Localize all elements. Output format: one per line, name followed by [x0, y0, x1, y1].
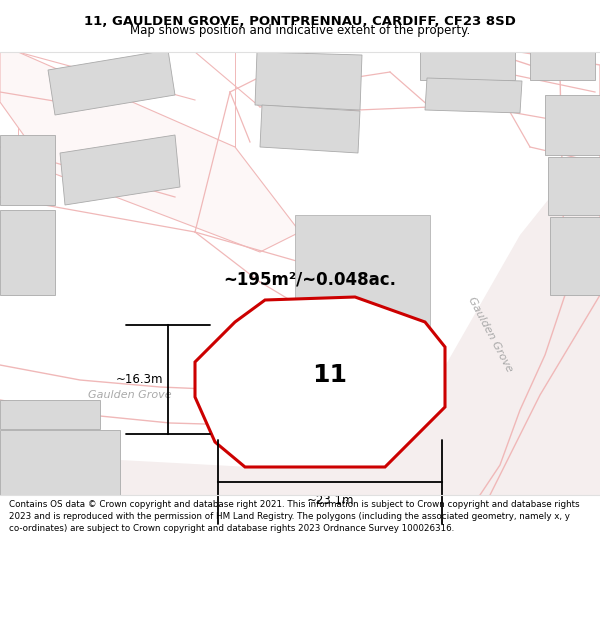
Polygon shape — [530, 52, 595, 80]
Polygon shape — [0, 52, 300, 252]
Text: 11: 11 — [312, 364, 347, 388]
Polygon shape — [545, 95, 600, 155]
Polygon shape — [60, 135, 180, 205]
Polygon shape — [255, 52, 362, 110]
Polygon shape — [548, 157, 600, 215]
Polygon shape — [0, 435, 600, 495]
Polygon shape — [420, 52, 515, 80]
Polygon shape — [0, 400, 100, 429]
Polygon shape — [330, 175, 600, 495]
Text: Gaulden Grove: Gaulden Grove — [466, 296, 514, 374]
Polygon shape — [0, 135, 55, 205]
Text: Gaulden Grove: Gaulden Grove — [88, 390, 172, 400]
Polygon shape — [260, 105, 360, 153]
Text: ~23.1m: ~23.1m — [306, 494, 354, 507]
Text: Map shows position and indicative extent of the property.: Map shows position and indicative extent… — [130, 24, 470, 38]
Polygon shape — [0, 430, 120, 495]
Polygon shape — [48, 50, 175, 115]
Text: ~16.3m: ~16.3m — [115, 373, 163, 386]
Text: Contains OS data © Crown copyright and database right 2021. This information is : Contains OS data © Crown copyright and d… — [9, 500, 580, 532]
Polygon shape — [295, 215, 430, 330]
Polygon shape — [550, 217, 600, 295]
Polygon shape — [425, 78, 522, 113]
Text: ~195m²/~0.048ac.: ~195m²/~0.048ac. — [223, 271, 397, 289]
Text: 11, GAULDEN GROVE, PONTPRENNAU, CARDIFF, CF23 8SD: 11, GAULDEN GROVE, PONTPRENNAU, CARDIFF,… — [84, 14, 516, 28]
Polygon shape — [195, 297, 445, 467]
Polygon shape — [0, 210, 55, 295]
